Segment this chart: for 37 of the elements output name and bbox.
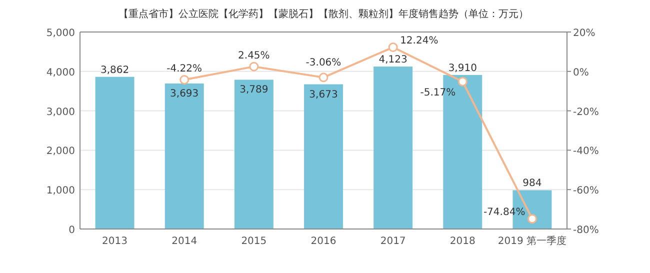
x-tick-label: 2013	[102, 236, 128, 247]
y2-tick-label: -80%	[573, 225, 599, 236]
point	[388, 42, 398, 52]
y-tick-label: 0	[68, 225, 75, 236]
x-tick-label: 2019 第一季度	[498, 235, 567, 247]
y2-tick-label: 0%	[573, 67, 589, 78]
y-tick-label: 2,000	[46, 146, 75, 158]
data-label: 2.45%	[238, 50, 270, 62]
data-label: 3,910	[448, 62, 477, 74]
y2-tick-label: -40%	[573, 146, 599, 158]
data-label: -4.22%	[166, 64, 202, 75]
x-tick-label: 2014	[172, 236, 198, 247]
data-label: 3,693	[170, 88, 199, 100]
x-tick-label: 2015	[241, 236, 267, 247]
y2-tick-label: -60%	[573, 186, 599, 197]
y-tick-label: 3,000	[46, 106, 75, 118]
point	[458, 76, 468, 86]
y-tick-label: 5,000	[46, 28, 75, 39]
y-tick-label: 4,000	[46, 67, 75, 78]
title: 【重点省市】公立医院【化学药】【蒙脱石】【散剂、颗粒剂】年度销售趋势（单位：万元）	[118, 9, 528, 20]
data-label: 3,673	[309, 89, 338, 100]
data-label: -3.06%	[306, 57, 342, 68]
data-label: 12.24%	[400, 35, 438, 46]
y-tick-label: 1,000	[46, 186, 75, 197]
y2-tick-label: 20%	[573, 28, 596, 39]
data-label: 4,123	[378, 54, 408, 66]
x-tick-label: 2018	[450, 236, 476, 247]
y2-tick-label: -20%	[573, 106, 599, 118]
data-label: 3,862	[100, 64, 130, 76]
point	[527, 214, 537, 224]
x-tick-label: 2017	[380, 236, 406, 247]
data-label: 3,789	[240, 84, 268, 96]
point	[318, 72, 328, 82]
data-label: 984	[522, 178, 542, 190]
x-tick-label: 2016	[310, 236, 336, 247]
point	[180, 74, 190, 84]
point	[249, 62, 259, 72]
